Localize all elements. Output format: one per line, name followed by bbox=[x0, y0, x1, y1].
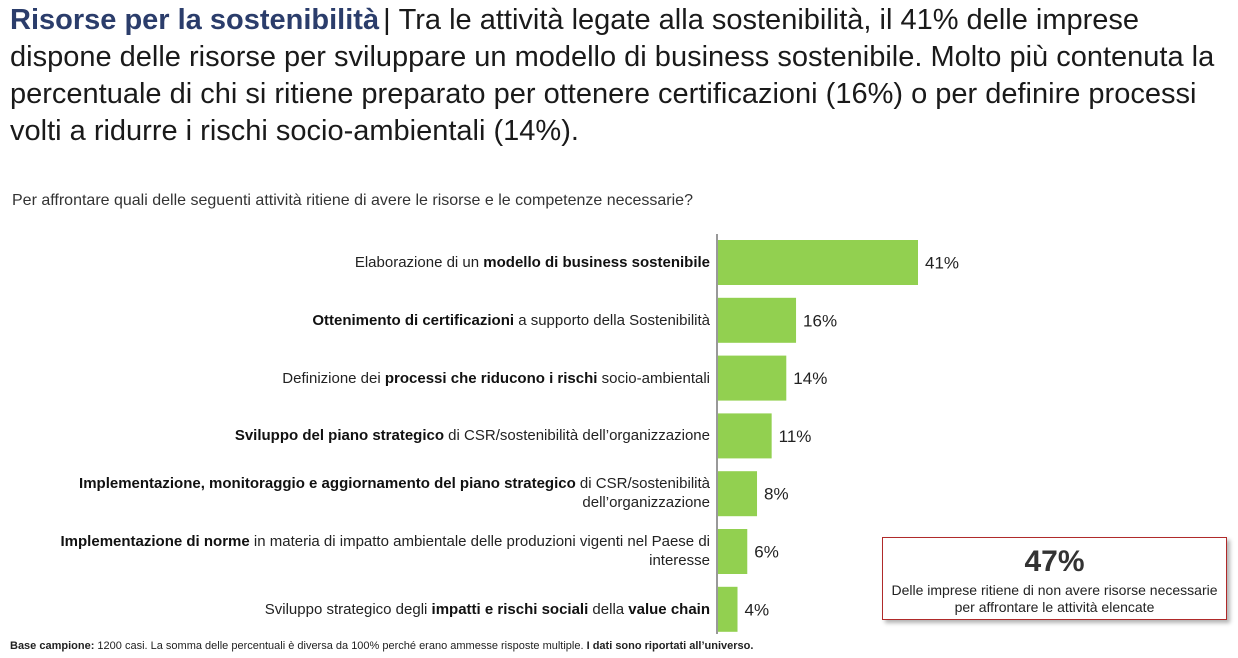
category-label-6: Implementazione di norme in materia di i… bbox=[10, 532, 710, 570]
label-post: di CSR/sostenibilità dell’organizzazione bbox=[575, 475, 710, 512]
bar-3 bbox=[718, 355, 787, 401]
label-bold: Sviluppo del piano strategico bbox=[234, 427, 445, 445]
footer-label: Base campione: bbox=[10, 640, 95, 652]
category-label-2: Ottenimento di certificazioni a supporto… bbox=[10, 311, 710, 330]
title-separator: | bbox=[383, 4, 391, 36]
category-label-7: Sviluppo strategico degli impatti e risc… bbox=[10, 600, 710, 619]
footer-bold-end: I dati sono riportati all’universo. bbox=[586, 640, 754, 652]
label-bold2: value chain bbox=[628, 600, 710, 618]
title-bold: Risorse per la sostenibilità bbox=[10, 4, 380, 36]
bar-value-label-1: 41% bbox=[925, 254, 959, 273]
footer-text: 1200 casi. La somma delle percentuali è … bbox=[94, 640, 587, 652]
bar-4 bbox=[718, 413, 772, 459]
callout-value: 47% bbox=[1024, 545, 1085, 578]
label-post: in materia di impatto ambientale delle p… bbox=[249, 533, 710, 569]
category-label-1: Elaborazione di un modello di business s… bbox=[10, 253, 710, 272]
category-label-3: Definizione dei processi che riducono i … bbox=[10, 369, 710, 388]
label-pre: Sviluppo strategico degli bbox=[264, 600, 432, 618]
bar-value-label-4: 11% bbox=[779, 427, 812, 446]
callout-box: 47% Delle imprese ritiene di non avere r… bbox=[882, 537, 1227, 620]
bar-value-label-5: 8% bbox=[764, 485, 789, 504]
label-bold: Implementazione, monitoraggio e aggiorna… bbox=[79, 475, 576, 493]
survey-question: Per affrontare quali delle seguenti atti… bbox=[12, 192, 693, 209]
bar-7 bbox=[718, 586, 738, 632]
bar-2 bbox=[718, 297, 797, 343]
label-bold: modello di business sostenibile bbox=[483, 254, 710, 271]
bar-value-label-7: 4% bbox=[745, 600, 770, 619]
callout-text: Delle imprese ritiene di non avere risor… bbox=[891, 582, 1218, 615]
category-label-4: Sviluppo del piano strategico di CSR/sos… bbox=[10, 426, 710, 445]
label-bold: impatti e rischi sociali bbox=[431, 600, 589, 618]
label-pre: Elaborazione di un bbox=[354, 254, 484, 271]
bar-1 bbox=[718, 240, 918, 285]
category-label-5: Implementazione, monitoraggio e aggiorna… bbox=[10, 474, 710, 512]
label-pre: Definizione dei bbox=[282, 369, 385, 387]
label-bold: processi che riducono i rischi bbox=[384, 369, 598, 387]
label-post: a supporto della Sostenibilità bbox=[514, 311, 710, 329]
bar-6 bbox=[718, 529, 748, 574]
label-bold: Ottenimento di certificazioni bbox=[312, 311, 515, 329]
label-post: della bbox=[588, 600, 629, 618]
label-post: di CSR/sostenibilità dell’organizzazione bbox=[444, 427, 710, 445]
footer-note: Base campione: 1200 casi. La somma delle… bbox=[10, 640, 753, 652]
bar-value-label-6: 6% bbox=[754, 543, 779, 562]
page-title: Risorse per la sostenibilità | Tra le atti… bbox=[10, 2, 1220, 150]
title-text: Tra le attività legate alla sostenibilit… bbox=[10, 4, 1215, 147]
bar-value-label-3: 14% bbox=[793, 369, 827, 388]
label-post: socio-ambientali bbox=[597, 369, 710, 387]
label-bold: Implementazione di norme bbox=[60, 533, 250, 550]
bar-5 bbox=[718, 471, 758, 517]
bar-value-label-2: 16% bbox=[803, 311, 837, 330]
